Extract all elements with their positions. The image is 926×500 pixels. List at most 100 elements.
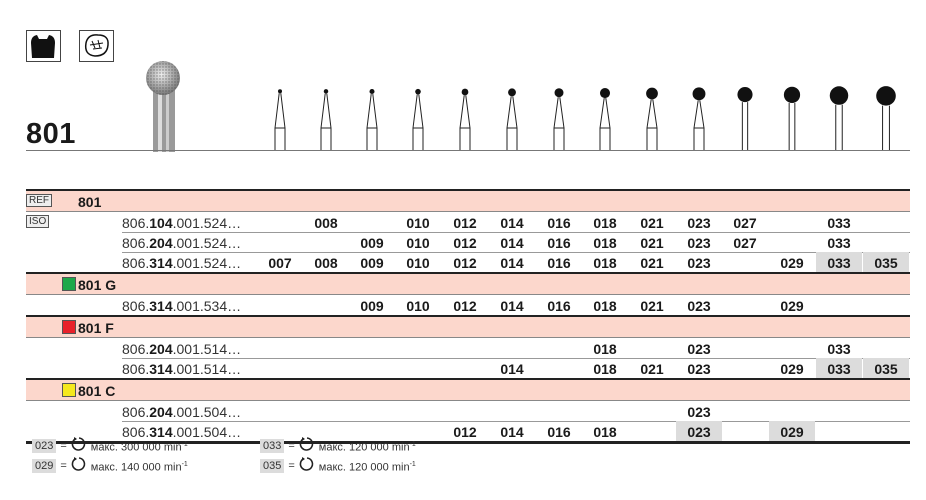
table-row: 806.314.001.524… 007 008 009 010 012 014 016 018…: [26, 252, 910, 272]
ref-prefix: 806.: [122, 424, 150, 440]
size-cell: 023: [687, 235, 711, 251]
size-cell: 014: [500, 235, 524, 251]
bur-033: [829, 86, 849, 150]
size-cell: 016: [547, 298, 571, 314]
divider: [26, 441, 910, 444]
ref-prefix: 806.: [122, 255, 150, 271]
ref-suffix: .001.514…: [172, 361, 242, 377]
legend-equals: =: [60, 440, 67, 452]
size-cell: 018: [593, 215, 617, 231]
legend-speed: макс. 120 000 min: [318, 461, 410, 474]
grit-color-swatch: [62, 277, 76, 291]
ref-number: 806.314.001.514…: [122, 358, 241, 380]
rotation-icon: [71, 436, 87, 456]
table-row: 806.314.001.504… 012 014 016 018 023 029: [26, 421, 910, 441]
size-cell: 023: [687, 404, 711, 420]
legend-equals: =: [288, 440, 295, 452]
size-cell: 012: [453, 255, 477, 271]
size-cell: 014: [500, 361, 524, 377]
divider: [26, 211, 910, 212]
size-cell: 018: [593, 361, 617, 377]
size-cell: 021: [640, 298, 664, 314]
ref-prefix: 806.: [122, 341, 150, 357]
ref-suffix: .001.504…: [172, 404, 242, 420]
ref-prefix: 806.: [122, 235, 150, 251]
ref-shank: 314: [149, 298, 173, 314]
ref-suffix: .001.534…: [172, 298, 242, 314]
table-row: ISO 806.104.001.524… 008 010 012 014 016 018 021…: [26, 212, 910, 232]
table-row: 806.314.001.514… 014 018 021 023 029 033 035: [26, 358, 910, 378]
ref-number: 806.204.001.504…: [122, 401, 241, 423]
size-cell: 021: [640, 215, 664, 231]
divider: [26, 400, 910, 401]
size-cell: 035: [863, 252, 909, 272]
size-cell: 016: [547, 215, 571, 231]
rotation-icon: [71, 456, 87, 476]
ref-number: 806.314.001.524…: [122, 252, 241, 274]
size-cell: 021: [640, 235, 664, 251]
rotation-icon: [299, 456, 315, 476]
legend-size-code: 035: [260, 459, 285, 473]
ref-suffix: .001.524…: [172, 215, 242, 231]
size-cell: 029: [780, 361, 804, 377]
size-cell: 009: [360, 298, 384, 314]
divider: [26, 272, 910, 275]
legend-size-code: 023: [32, 439, 57, 453]
group-header: 801 C: [26, 380, 910, 400]
size-cell: 023: [687, 341, 711, 357]
tooth-cavity-icon: [26, 30, 61, 62]
divider: [26, 189, 910, 192]
divider: [26, 337, 910, 338]
ref-shank: 204: [149, 341, 173, 357]
size-cell: 009: [360, 235, 384, 251]
ref-shank: 104: [149, 215, 173, 231]
bur-021: [646, 87, 658, 150]
legend-text: макс. 120 000 min-1: [319, 458, 416, 475]
ref-prefix: 806.: [122, 361, 150, 377]
size-cell: 016: [547, 235, 571, 251]
group-header: REF 801: [26, 191, 910, 211]
size-cell: 018: [593, 255, 617, 271]
ref-shank: 204: [149, 235, 173, 251]
size-cell: 033: [827, 341, 851, 357]
ref-label: REF: [26, 194, 52, 207]
row-divider: [122, 421, 910, 422]
row-divider: [122, 232, 910, 233]
row-divider: [122, 252, 910, 253]
ref-suffix: .001.524…: [172, 255, 242, 271]
size-cell: 010: [406, 255, 430, 271]
rotation-icon: [299, 436, 315, 456]
row-divider: [122, 358, 910, 359]
group-name: 801: [78, 194, 102, 210]
legend-unit-exp: -1: [409, 440, 416, 448]
bur-016: [553, 88, 565, 150]
size-cell: 010: [406, 235, 430, 251]
size-cell: 018: [593, 424, 617, 440]
group-name: 801 G: [78, 277, 117, 293]
legend-speed: макс. 120 000 min: [318, 441, 410, 454]
size-cell: 021: [640, 361, 664, 377]
iso-label: ISO: [26, 215, 50, 228]
speed-legend-item: 029 = макс. 140 000 min-1: [32, 456, 188, 476]
legend-size-code: 029: [32, 459, 57, 473]
bur-029: [783, 86, 801, 150]
size-cell: 029: [780, 298, 804, 314]
bur-010: [412, 88, 424, 150]
size-cell: 023: [687, 255, 711, 271]
bur-012: [459, 88, 471, 150]
legend-equals: =: [60, 460, 67, 472]
size-cell: 016: [547, 255, 571, 271]
legend-text: макс. 300 000 min-1: [91, 438, 188, 455]
ref-number: 806.314.001.534…: [122, 295, 241, 317]
size-cell: 014: [500, 215, 524, 231]
ref-shank: 314: [149, 255, 173, 271]
speed-legend-item: 033 = макс. 120 000 min-1: [260, 436, 416, 456]
ref-shank: 314: [149, 361, 173, 377]
size-cell: 012: [453, 235, 477, 251]
bur-008: [320, 89, 332, 150]
size-cell: 007: [268, 255, 292, 271]
size-cell: 023: [676, 421, 722, 441]
product-title: 801: [26, 118, 76, 150]
ref-number: 806.104.001.524…: [122, 212, 241, 234]
size-cell: 012: [453, 215, 477, 231]
